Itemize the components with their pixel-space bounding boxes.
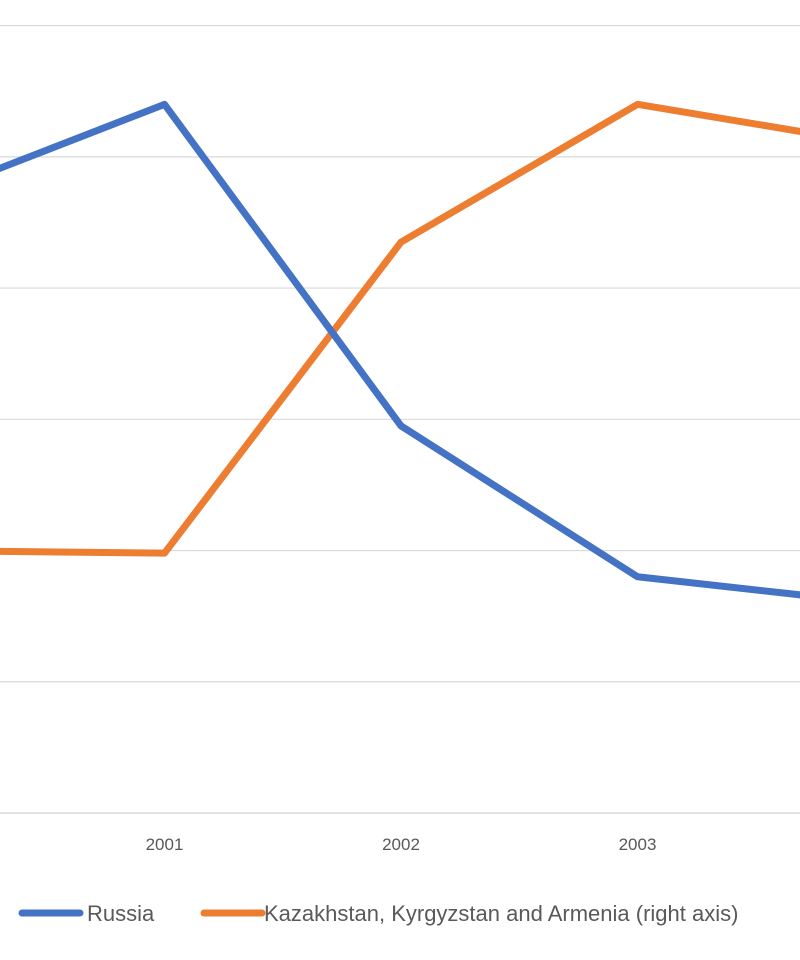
series-layer [0,100,800,599]
legend: Russia Kazakhstan, Kyrgyzstan and Armenia… [18,901,738,926]
series-line-kazakhstan-kyrgyzstan-armenia [0,100,800,557]
x-tick-label: 2001 [146,835,184,854]
legend-label: Kazakhstan, Kyrgyzstan and Armenia (righ… [264,901,738,926]
x-tick-label: 2002 [382,835,420,854]
x-tick-label: 2003 [619,835,657,854]
legend-label: Russia [87,901,155,926]
series-line-russia [0,100,800,599]
x-axis: 2001 2002 2003 [146,835,657,854]
